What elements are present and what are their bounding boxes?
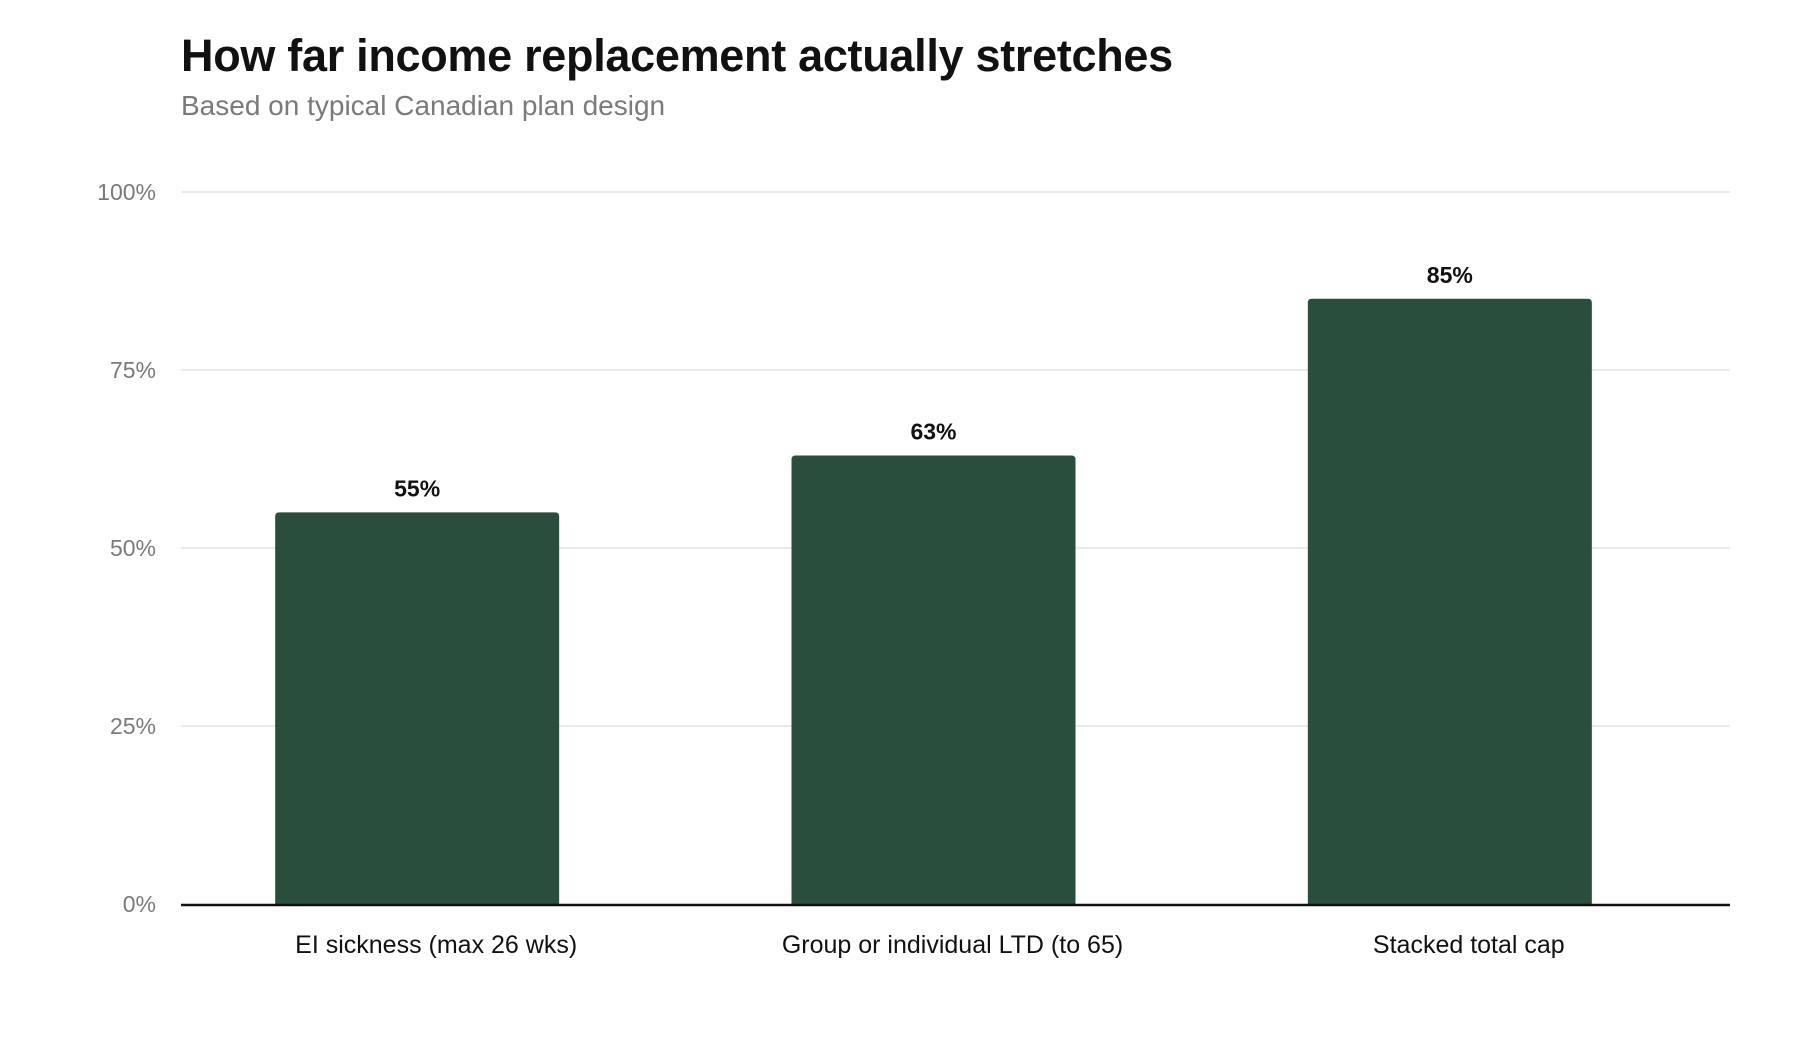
category-label: Group or individual LTD (to 65) xyxy=(782,931,1123,959)
y-tick-label: 25% xyxy=(110,713,156,739)
bar xyxy=(791,455,1076,904)
y-tick-label: 100% xyxy=(97,179,156,205)
y-tick-label: 75% xyxy=(110,357,156,383)
y-tick-label: 50% xyxy=(110,535,156,561)
chart-subtitle: Based on typical Canadian plan design xyxy=(181,90,666,121)
data-label: 63% xyxy=(910,418,956,444)
data-label: 55% xyxy=(394,475,440,501)
category-label: Stacked total cap xyxy=(1373,931,1565,959)
bars xyxy=(275,298,1592,904)
labels: 0% 25% 50% 75% 100% 55% EI sickness (max 26 wk… xyxy=(97,179,1565,959)
data-label: 85% xyxy=(1427,262,1473,288)
chart-title: How far income replacement actually stre… xyxy=(181,30,1173,81)
category-label: EI sickness (max 26 wks) xyxy=(295,931,577,959)
bar xyxy=(275,512,560,904)
bar xyxy=(1307,298,1592,904)
y-tick-label: 0% xyxy=(123,891,156,917)
